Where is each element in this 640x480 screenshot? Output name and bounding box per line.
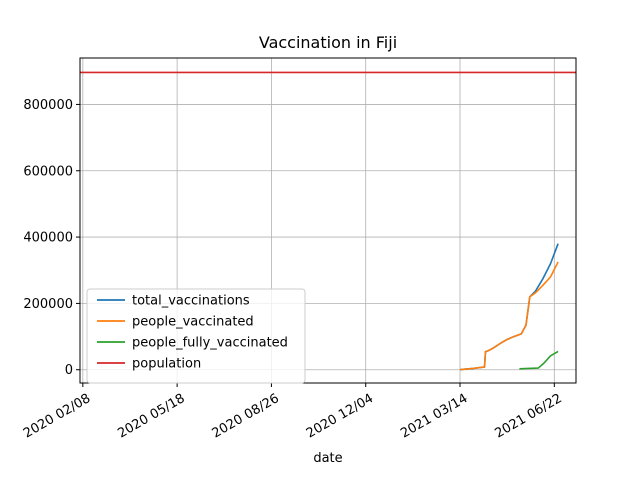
grid [80,58,576,383]
legend-label: population [132,357,201,372]
chart-title: Vaccination in Fiji [259,33,397,52]
plot-frame [79,57,577,384]
series-lines [80,71,576,371]
y-tick-label: 400000 [23,231,73,246]
legend-label: people_vaccinated [132,315,254,330]
series-line-people-fully-vaccinated [519,350,559,370]
x-axis-label: date [313,451,342,466]
y-tick-label: 0 [65,363,73,378]
y-tick-label: 600000 [23,164,73,179]
legend: total_vaccinations people_vaccinatedpeopl… [86,288,306,384]
legend-label: people_fully_vaccinated [132,336,288,351]
y-tick-label: 800000 [23,98,73,113]
y-tick-label: 200000 [23,297,73,312]
legend-box [86,288,306,384]
legend-label: total_vaccinations [132,294,250,309]
y-axis: 0 200000 400000 600000 800000 [23,98,80,378]
series-line-people-vaccinated [459,261,559,371]
